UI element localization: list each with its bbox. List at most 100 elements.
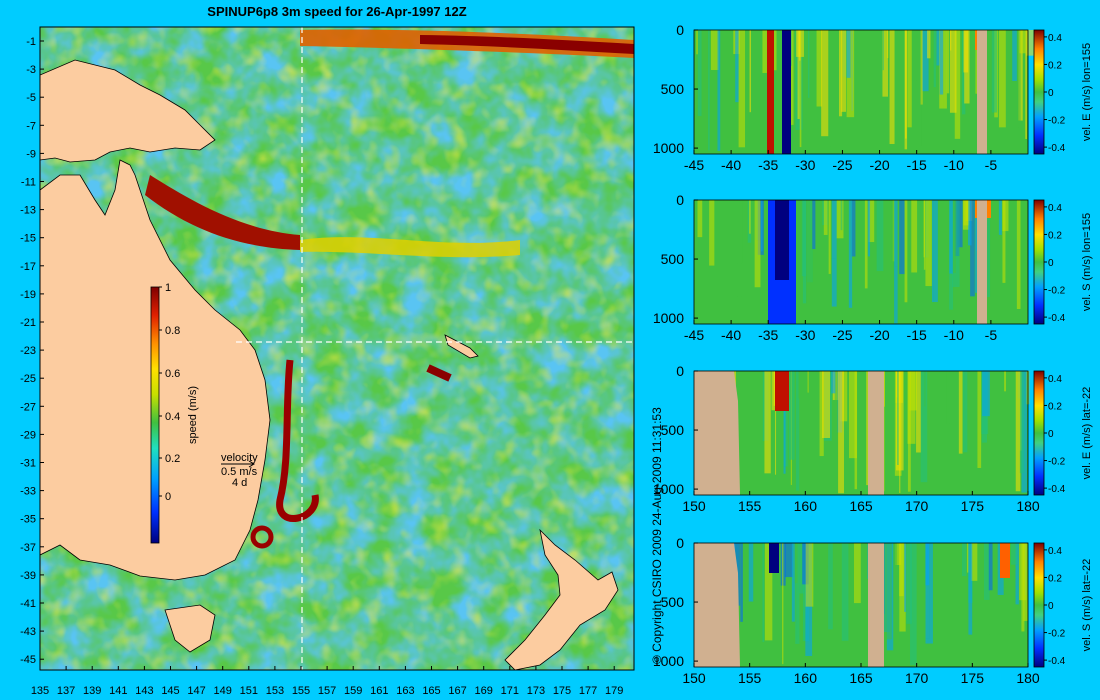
section-streak <box>812 200 816 250</box>
section-streak <box>897 371 899 465</box>
map-lon-tick-label: 141 <box>109 685 127 697</box>
section-x-tick-label: -45 <box>684 157 704 173</box>
section-colorbar-tick-label: 0 <box>1048 429 1054 440</box>
section-streak <box>970 200 975 297</box>
section-streak <box>849 371 857 459</box>
section-streak <box>840 200 843 231</box>
section-streak <box>839 30 843 117</box>
section-colorbar-tick-label: -0.2 <box>1048 286 1066 297</box>
section-streak <box>831 200 837 307</box>
map-lat-tick-label: -45 <box>20 654 36 666</box>
section-x-tick-label: -25 <box>832 327 852 343</box>
map-lon-tick-label: 159 <box>344 685 362 697</box>
section-streak <box>863 30 871 93</box>
map-lon-tick-label: 147 <box>187 685 205 697</box>
section-streak <box>849 543 855 574</box>
map-lat-axis: -1 -3 -5 -7 -9 -11 -13 -15 -17 -19 -21 -23 -25 -27 -29… <box>20 36 44 666</box>
current-band-negative <box>769 543 779 573</box>
section-streak <box>907 371 911 492</box>
map-lon-tick-label: 155 <box>292 685 310 697</box>
section-streak <box>791 543 795 622</box>
section-streak <box>963 200 969 226</box>
map-lat-tick-label: -37 <box>20 542 36 554</box>
velocity-legend-title: velocity <box>221 452 258 464</box>
section-streak <box>925 200 932 287</box>
land-new-caledonia <box>444 334 479 359</box>
section-colorbar-tick-label: 0 <box>1048 88 1054 99</box>
section-streak <box>998 30 1006 128</box>
section-x-tick-label: -5 <box>985 157 998 173</box>
section-y-tick-label: 500 <box>661 422 685 438</box>
current-band-positive <box>1000 543 1010 578</box>
current-band-negative <box>782 30 791 154</box>
south-equatorial-jet <box>300 237 520 258</box>
section-streak <box>864 200 868 289</box>
section-streak <box>916 30 922 146</box>
map-lat-tick-label: -23 <box>20 345 36 357</box>
section-panel-2: 0 500 1000-45 -40 -35 -30 -25 -20 -15 -10 -5 0.4 0.2… <box>653 192 1093 343</box>
section-streak <box>759 371 763 464</box>
section-y-tick-label: 500 <box>661 251 685 267</box>
section-streak <box>958 371 963 454</box>
current-band-core <box>775 200 789 280</box>
section-streak <box>998 200 1002 235</box>
section-y-tick-label: 1000 <box>653 481 684 497</box>
map-lat-tick-label: -7 <box>26 120 36 132</box>
section-streak <box>830 30 834 147</box>
warm-core-eddy <box>250 525 274 549</box>
section-colorbar <box>1033 199 1045 325</box>
section-streak <box>749 30 752 113</box>
section-streak <box>949 30 957 113</box>
section-streak <box>754 200 761 288</box>
section-colorbar-label: vel. S (m/s) lon=155 <box>1081 213 1093 311</box>
section-colorbar-label: vel. S (m/s) lat=-22 <box>1081 559 1093 652</box>
east-australian-current <box>276 359 319 522</box>
section-x-tick-label: 175 <box>961 498 985 514</box>
current-band-positive <box>775 371 789 411</box>
section-streak <box>822 371 831 438</box>
section-y-tick-label: 1000 <box>653 310 684 326</box>
map-lon-tick-label: 137 <box>57 685 75 697</box>
section-streak <box>821 30 829 137</box>
section-colorbar-tick-label: -0.2 <box>1048 457 1066 468</box>
section-streak <box>807 371 809 393</box>
section-colorbar <box>1033 542 1045 668</box>
section-streak <box>931 200 938 303</box>
section-streak <box>831 371 836 394</box>
section-streak <box>933 30 936 88</box>
section-streak <box>1012 30 1017 81</box>
map-lon-tick-label: 175 <box>553 685 571 697</box>
section-streak <box>737 200 742 307</box>
section-streak <box>835 543 840 641</box>
map-lat-tick-label: -19 <box>20 289 36 301</box>
equatorial-current-core <box>420 35 634 54</box>
section-streak <box>764 543 773 641</box>
section-streak <box>971 543 980 661</box>
section-streak <box>982 371 990 417</box>
map-lat-tick-label: -17 <box>20 261 36 273</box>
section-streak <box>868 200 875 243</box>
section-streak <box>906 543 912 624</box>
section-x-tick-label: -45 <box>684 327 704 343</box>
section-streak <box>828 200 831 274</box>
section-colorbar-tick-label: 0 <box>1048 258 1054 269</box>
section-streak <box>1002 200 1006 283</box>
speed-colorbar-ticks: 1 0.8 0.6 0.4 0.2 0 <box>159 282 180 503</box>
section-streak <box>882 30 884 71</box>
section-y-tick-label: 0 <box>676 22 684 38</box>
section-colorbar-tick-label: -0.2 <box>1048 116 1066 127</box>
section-streak <box>1011 200 1015 272</box>
section-streak <box>1026 30 1035 56</box>
section-streak <box>927 30 931 59</box>
section-land-mask <box>977 200 987 324</box>
section-x-tick-label: 155 <box>738 498 762 514</box>
section-x-tick-label: -40 <box>721 327 741 343</box>
section-colorbar-tick-label: 0.2 <box>1048 60 1062 71</box>
section-streak <box>962 543 967 577</box>
section-streak <box>1016 200 1021 309</box>
section-streak <box>1025 30 1027 139</box>
section-streak <box>775 371 777 475</box>
section-streak <box>798 371 806 399</box>
coral-sea-jet <box>145 175 300 250</box>
